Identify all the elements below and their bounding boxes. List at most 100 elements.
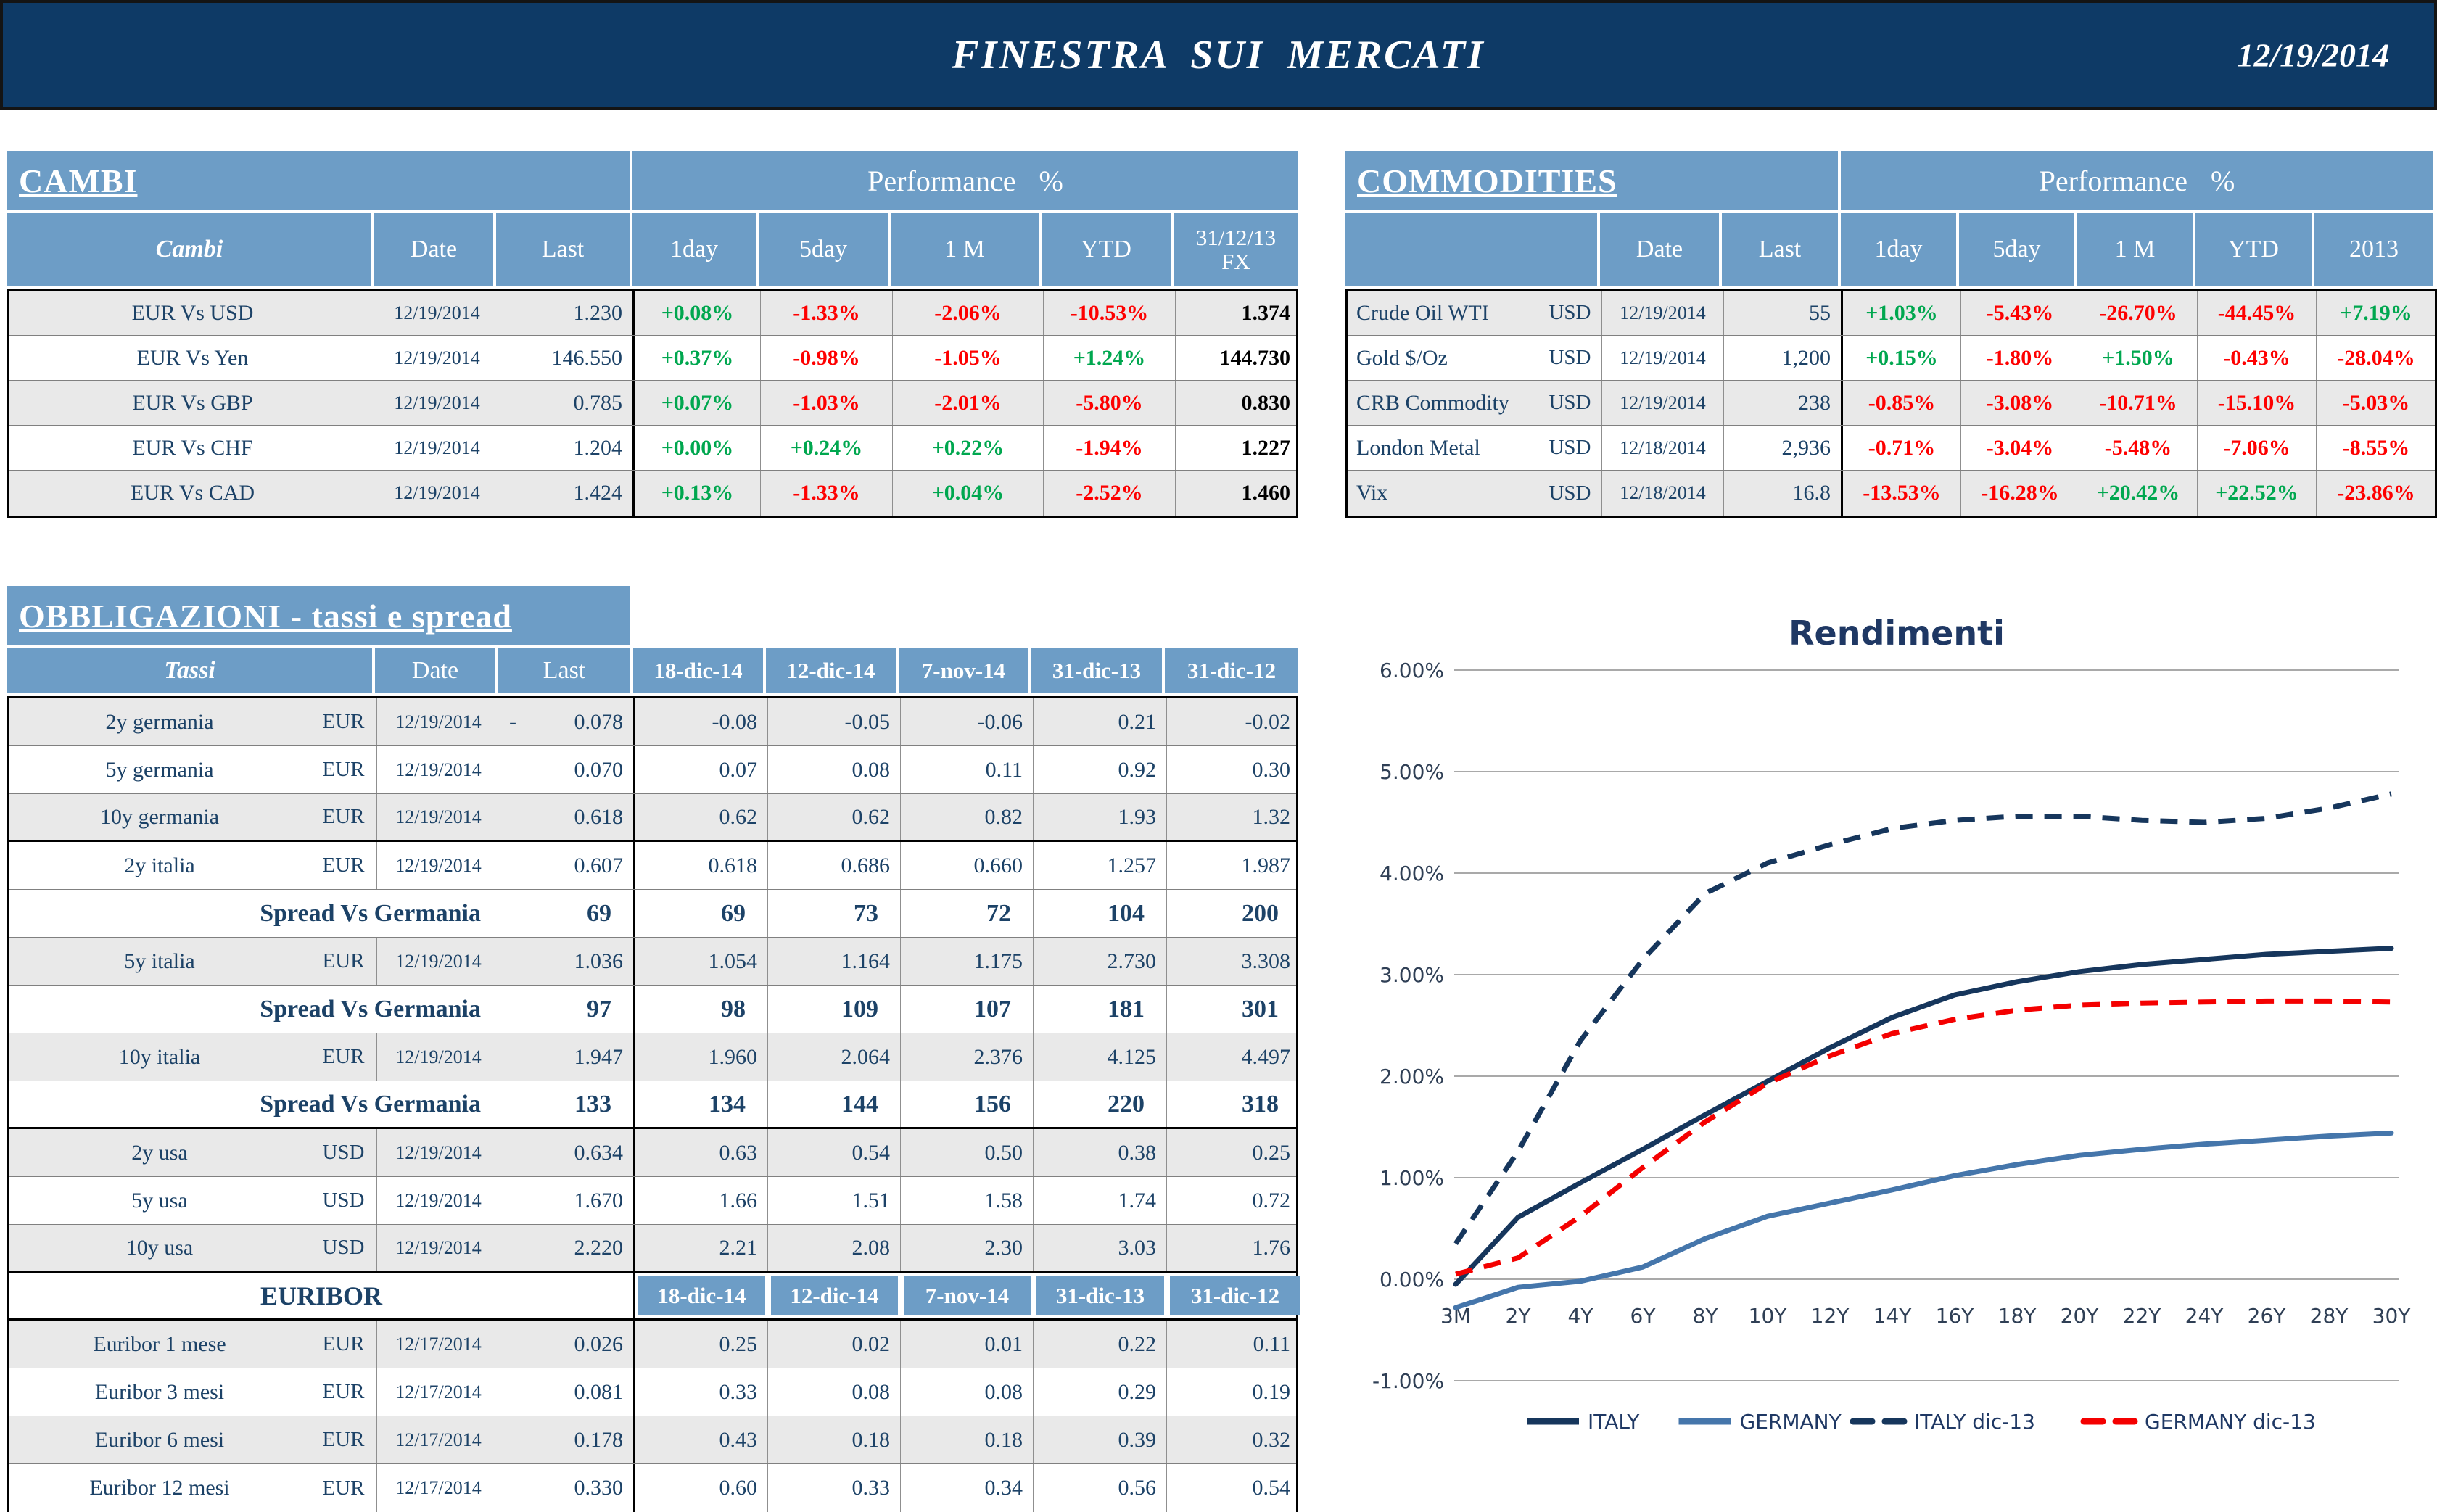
header-row: CAMBI Performance % [7,151,1298,210]
commodities-performance-header: Performance % [1841,151,2433,210]
perf-cell: -3.04% [1961,426,2079,470]
x-axis-label: 18Y [1998,1304,2037,1328]
col-header-fx: 31/12/13 FX [1174,213,1298,286]
perf-cell: +22.52% [2198,471,2317,516]
spread-label: Spread Vs Germania [9,1081,500,1127]
instrument-name: 2y italia [9,842,310,889]
hist-cell: 0.62 [635,794,768,840]
hist-cell: 2.064 [768,1033,901,1081]
col-header-5day: 5day [1959,213,2074,286]
table-row: Euribor 1 mese EUR 12/17/2014 0.026 0.25 0.02… [9,1321,1296,1368]
last-cell: 238 [1724,381,1843,425]
header-row: COMMODITIES Performance % [1345,151,2437,210]
date-cell: 12/17/2014 [377,1464,500,1512]
hist-cell: 0.60 [635,1464,768,1512]
instrument-name: Euribor 6 mesi [9,1416,310,1463]
last-cell: 1.230 [498,291,635,335]
hist-cell: 109 [768,986,901,1033]
table-row: Crude Oil WTI USD 12/19/2014 55 +1.03% -5.43%… [1348,291,2435,336]
last-cell: 0.178 [500,1416,635,1463]
hist-cell: 0.08 [768,1368,901,1416]
cambi-table: CAMBI Performance % Cambi Date Last 1day 5day 1… [7,151,1298,518]
y-axis-label: 6.00% [1380,658,1444,682]
perf-cell: +1.03% [1843,291,1961,335]
date-cell: 12/19/2014 [376,336,498,380]
hist-cell: 1.76 [1252,1235,1291,1260]
hist-cell: 0.30 [1252,757,1291,782]
col-header-tassi: Tassi [7,648,372,693]
last-cell: 16.8 [1724,471,1843,516]
instrument-name: 5y germania [9,746,310,793]
last-cell: 1.036 [500,938,635,985]
perf-cell: -1.05% [893,336,1044,380]
table-row: Vix USD 12/18/2014 16.8 -13.53% -16.28% +20.42… [1348,471,2435,516]
currency-cell: USD [1538,381,1602,425]
series-line-germany-dic-13 [1455,998,2392,1277]
col-header-hist: 18-dic-14 [633,648,763,693]
last-cell: 0.607 [500,842,635,889]
banner: FINESTRA SUI MERCATI 12/19/2014 [0,0,2437,110]
hist-cell: 0.08 [768,746,901,793]
date-cell: 12/19/2014 [376,471,498,516]
instrument-name: Euribor 1 mese [9,1321,310,1368]
perf-cell: -7.06% [2198,426,2317,470]
euribor-col-header: 12-dic-14 [771,1276,898,1315]
instrument-name: 10y germania [9,794,310,840]
last-cell: 0.634 [500,1129,635,1176]
table-row: Euribor 6 mesi EUR 12/17/2014 0.178 0.43 0.18… [9,1416,1296,1464]
col-header-1day: 1day [632,213,756,286]
commodities-title: COMMODITIES [1345,151,1838,210]
perf-cell: -5.03% [2342,390,2410,415]
perf-cell: +1.50% [2079,336,2198,380]
hist-cell: 2.30 [901,1225,1034,1271]
hist-cell: 301 [1242,995,1279,1023]
header-row: Cambi Date Last 1day 5day 1 M YTD 31/12/13 FX [7,213,1298,286]
currency-cell: EUR [310,794,377,840]
date-cell: 12/19/2014 [377,1033,500,1081]
left-column: CAMBI Performance % Cambi Date Last 1day 5day 1… [7,151,1300,1512]
table-row: Euribor 12 mesi EUR 12/17/2014 0.330 0.60 0.3… [9,1464,1296,1512]
hist-cell: 0.618 [635,842,768,889]
yield-chart: Rendimenti 6.00% 5.00% 4.00% 3.00% 2.00% 1.00%… [1372,614,2411,1434]
hist-cell: 2.08 [768,1225,901,1271]
hist-cell: 0.82 [901,794,1034,840]
fx-cell: 1.374 [1241,300,1291,325]
last-value: 0.078 [574,709,624,734]
perf-cell: -26.70% [2079,291,2198,335]
date-cell: 12/19/2014 [377,1225,500,1271]
table-row: 2y germania EUR 12/19/2014- 0.078 -0.08 -0.05… [9,698,1296,746]
hist-cell: -0.06 [901,698,1034,745]
fx-cell: 1.460 [1241,481,1291,505]
x-axis-label: 20Y [2061,1304,2100,1328]
hist-cell: 2.376 [901,1033,1034,1081]
table-row: 2y italia EUR 12/19/2014 0.607 0.618 0.686 0.6… [9,842,1296,890]
hist-cell: 98 [635,986,768,1033]
yield-chart-section: Rendimenti 6.00% 5.00% 4.00% 3.00% 2.00% 1.00%… [1345,590,2437,1482]
col-header-date: Date [374,213,493,286]
table-row: EUR Vs GBP 12/19/2014 0.785 +0.07% -1.03% -2.… [9,381,1296,426]
currency-cell: EUR [310,938,377,985]
legend-label: GERMANY [1740,1410,1842,1434]
table-row: EUR Vs USD 12/19/2014 1.230 +0.08% -1.33% -2.… [9,291,1296,336]
hist-cell: 107 [901,986,1034,1033]
table-row: 10y germania EUR 12/19/2014 0.618 0.62 0.62 0.… [9,794,1296,842]
last-cell: 1.670 [500,1177,635,1224]
y-axis-label: 0.00% [1380,1268,1444,1292]
hist-cell: 0.34 [901,1464,1034,1512]
cambi-data: EUR Vs USD 12/19/2014 1.230 +0.08% -1.33% -2.… [7,289,1298,518]
y-axis-label: 4.00% [1380,862,1444,885]
currency-cell: EUR [310,746,377,793]
currency-cell: EUR [310,1033,377,1081]
table-row: 5y italia EUR 12/19/2014 1.036 1.054 1.164 1.1… [9,938,1296,986]
x-axis-label: 24Y [2185,1304,2224,1328]
perf-cell: +0.08% [635,291,761,335]
perf-cell: -44.45% [2198,291,2317,335]
euribor-label: EURIBOR [9,1273,635,1318]
date-cell: 12/17/2014 [377,1321,500,1368]
perf-cell: +20.42% [2079,471,2198,516]
date-cell: 12/19/2014 [377,794,500,840]
date-cell: 12/19/2014 [376,291,498,335]
hist-cell: 0.32 [1252,1427,1291,1452]
col-header-1m: 1 M [2077,213,2193,286]
x-axis-label: 2Y [1506,1304,1532,1328]
